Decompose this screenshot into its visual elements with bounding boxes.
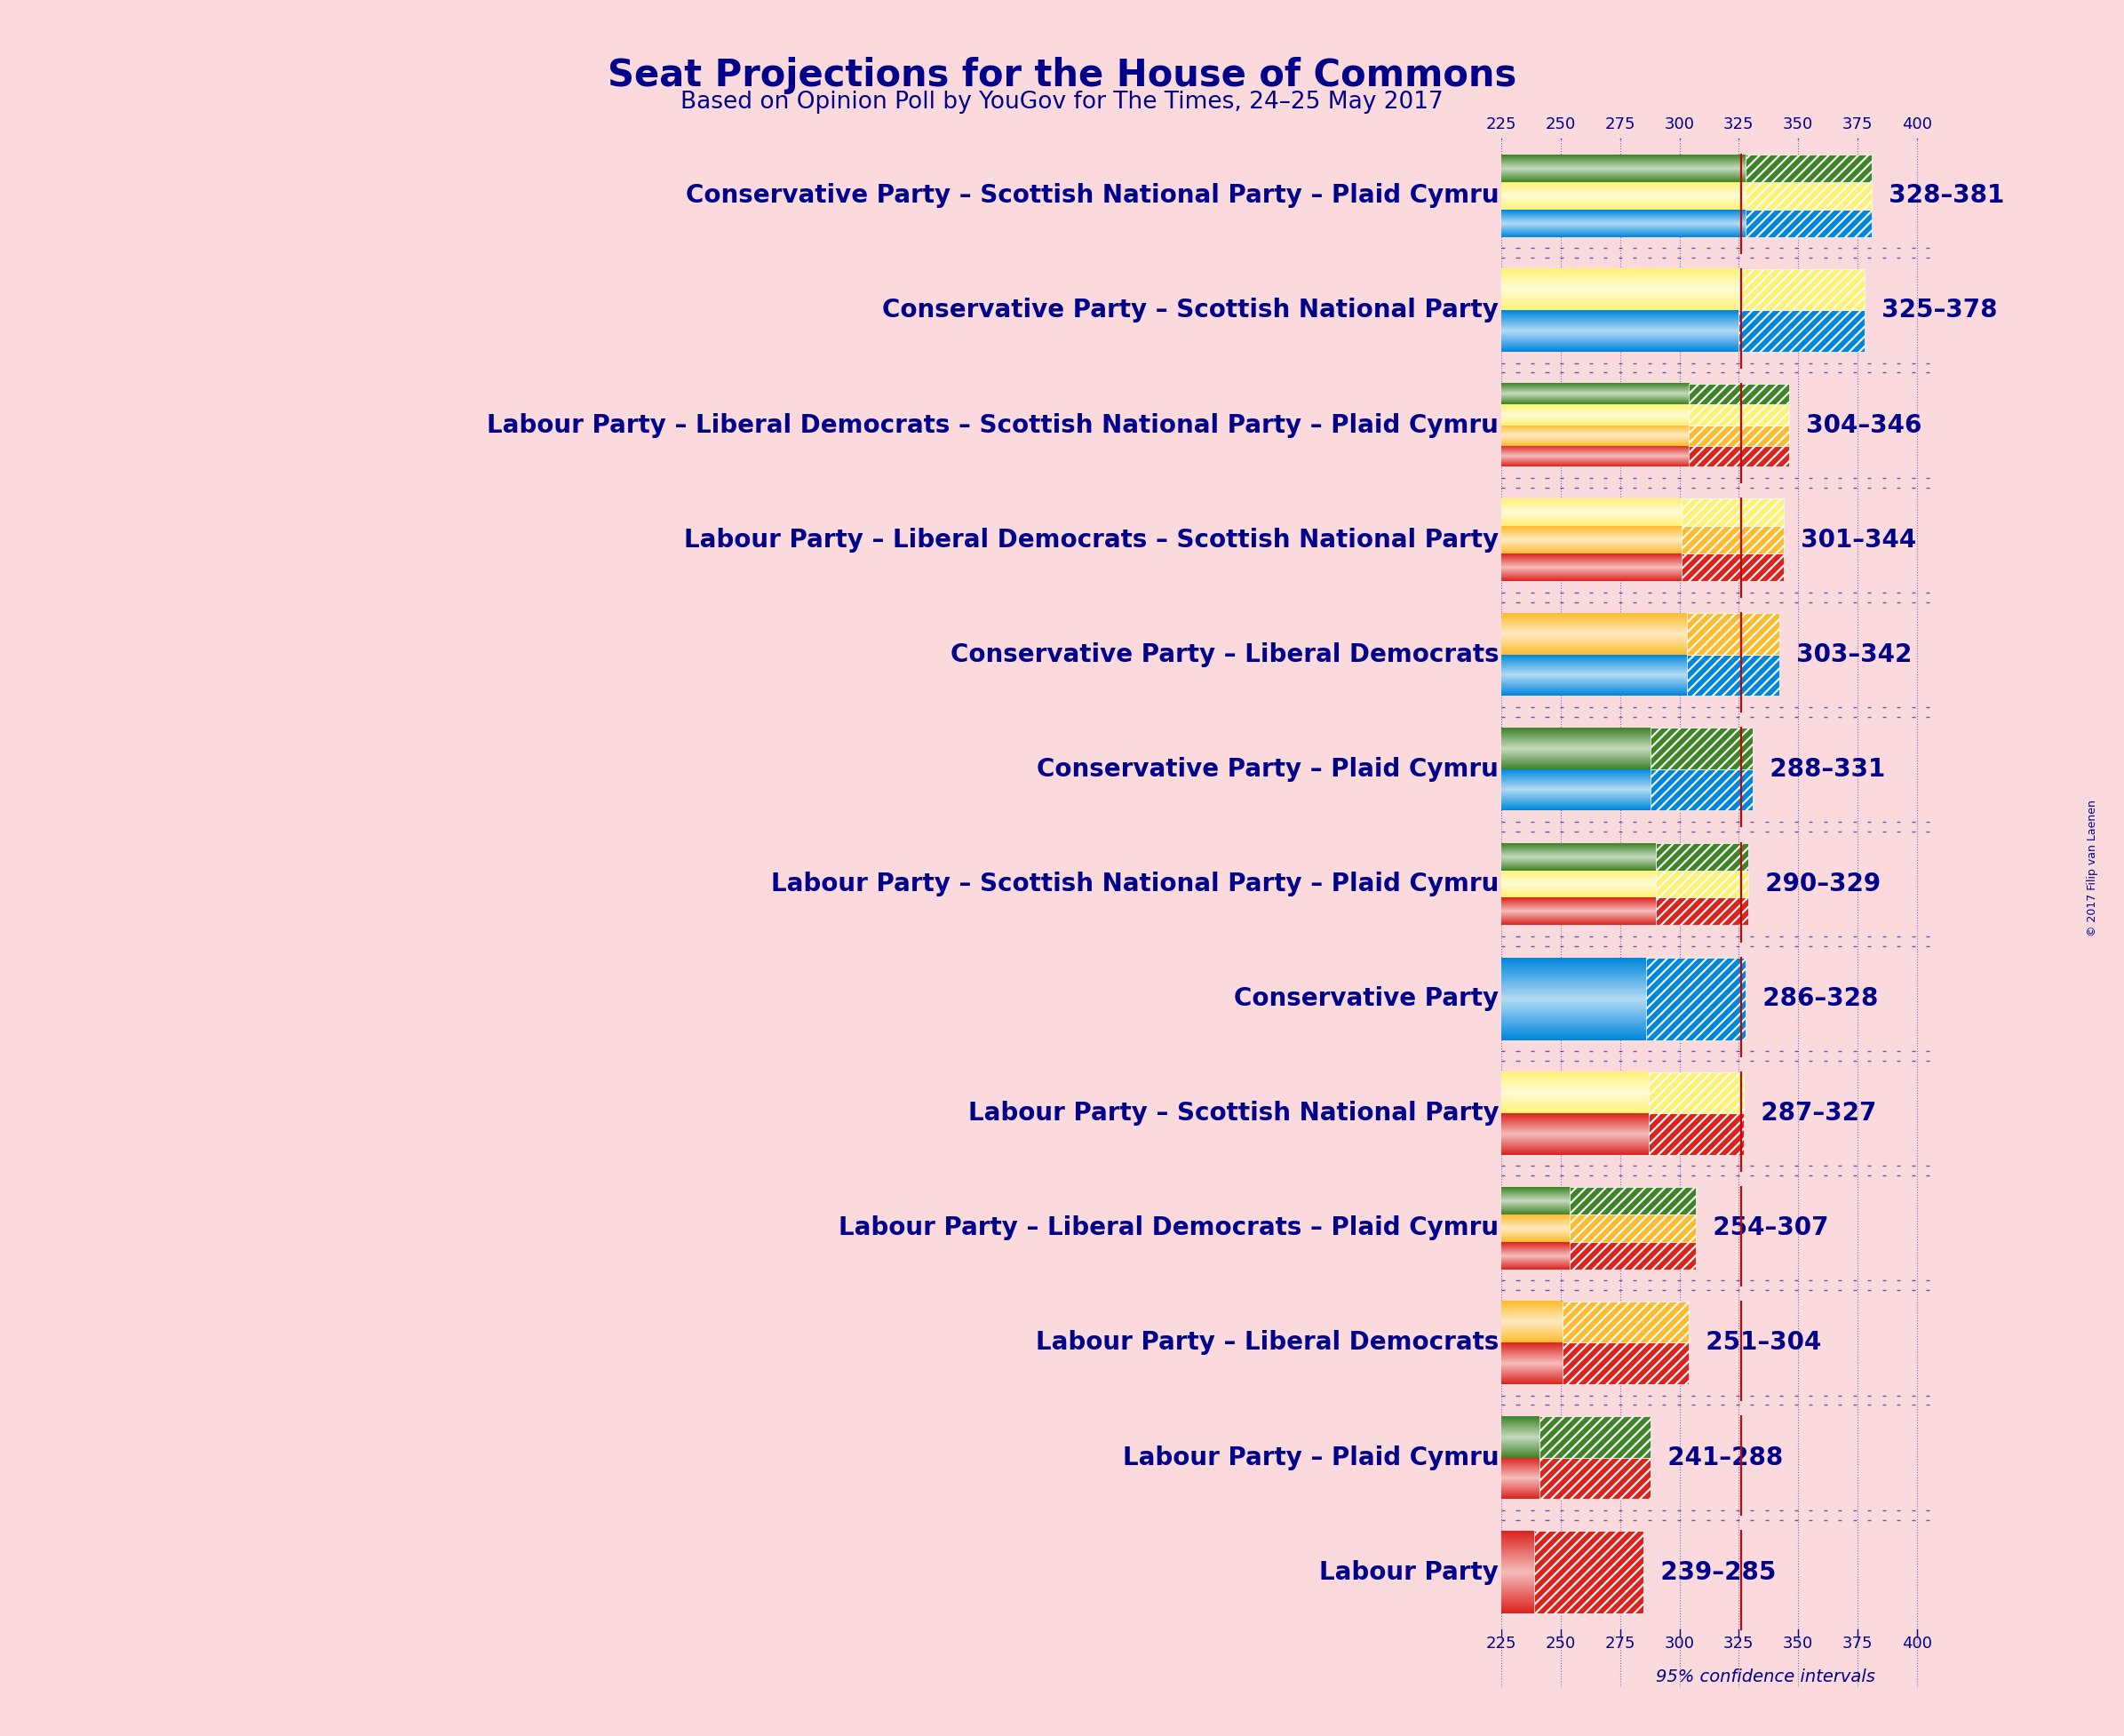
Bar <box>1746 182 1871 210</box>
Bar <box>1689 384 1788 404</box>
Text: 325–378: 325–378 <box>1865 299 1997 323</box>
Bar <box>1686 613 1780 654</box>
Text: 95% confidence intervals: 95% confidence intervals <box>1655 1668 1875 1686</box>
Text: 239–285: 239–285 <box>1644 1559 1776 1585</box>
Bar <box>1686 654 1780 696</box>
Bar <box>1502 1498 1699 1531</box>
Bar <box>1740 311 1865 352</box>
Bar <box>1570 1215 1697 1241</box>
Text: 350: 350 <box>1782 116 1814 132</box>
Text: 303–342: 303–342 <box>1780 642 1912 667</box>
Bar <box>1650 727 1752 769</box>
Text: 328–381: 328–381 <box>1871 184 2005 208</box>
Bar <box>1502 1154 1791 1187</box>
Text: 287–327: 287–327 <box>1744 1101 1875 1127</box>
Text: 375: 375 <box>1842 116 1873 132</box>
Text: 304–346: 304–346 <box>1788 413 1922 437</box>
Bar <box>1502 696 1827 727</box>
Bar <box>1682 554 1784 582</box>
Bar <box>1655 842 1748 870</box>
Text: 286–328: 286–328 <box>1746 986 1878 1010</box>
Bar <box>1502 1269 1744 1302</box>
Bar <box>1655 870 1748 898</box>
Text: Labour Party – Liberal Democrats – Scottish National Party – Plaid Cymru: Labour Party – Liberal Democrats – Scott… <box>486 413 1500 437</box>
Text: Labour Party – Liberal Democrats: Labour Party – Liberal Democrats <box>1037 1330 1500 1356</box>
Bar <box>1502 352 1912 384</box>
Bar <box>1655 898 1748 925</box>
Text: 375: 375 <box>1842 1635 1873 1651</box>
Text: 288–331: 288–331 <box>1752 757 1886 781</box>
Bar <box>1689 425 1788 446</box>
Text: 254–307: 254–307 <box>1697 1215 1829 1241</box>
Text: Labour Party – Plaid Cymru: Labour Party – Plaid Cymru <box>1121 1444 1500 1470</box>
Text: 225: 225 <box>1487 1635 1517 1651</box>
Text: Labour Party – Scottish National Party: Labour Party – Scottish National Party <box>969 1101 1500 1127</box>
Bar <box>1746 155 1871 182</box>
Text: Conservative Party – Plaid Cymru: Conservative Party – Plaid Cymru <box>1037 757 1500 781</box>
Text: Based on Opinion Poll by YouGov for The Times, 24–25 May 2017: Based on Opinion Poll by YouGov for The … <box>680 90 1444 113</box>
Bar <box>1540 1458 1650 1498</box>
Bar <box>1502 1040 1793 1073</box>
Text: 300: 300 <box>1665 1635 1695 1651</box>
Text: Conservative Party: Conservative Party <box>1234 986 1500 1010</box>
Bar <box>1534 1531 1644 1613</box>
Text: Seat Projections for the House of Commons: Seat Projections for the House of Common… <box>607 57 1517 94</box>
Text: Conservative Party – Liberal Democrats: Conservative Party – Liberal Democrats <box>949 642 1500 667</box>
Text: 225: 225 <box>1487 116 1517 132</box>
Text: 275: 275 <box>1604 1635 1635 1651</box>
Bar <box>1563 1344 1689 1384</box>
Bar <box>1746 210 1871 238</box>
Bar <box>1646 958 1746 1040</box>
Text: 250: 250 <box>1546 1635 1576 1651</box>
Bar <box>1682 526 1784 554</box>
Text: Labour Party – Liberal Democrats – Plaid Cymru: Labour Party – Liberal Democrats – Plaid… <box>839 1215 1500 1241</box>
Text: 350: 350 <box>1782 1635 1814 1651</box>
Bar <box>1502 811 1801 842</box>
Text: Labour Party: Labour Party <box>1319 1559 1500 1585</box>
Bar <box>1570 1241 1697 1269</box>
Text: 250: 250 <box>1546 116 1576 132</box>
Bar <box>1502 467 1837 498</box>
Text: 241–288: 241–288 <box>1650 1444 1784 1470</box>
Bar <box>1502 1384 1737 1417</box>
Bar <box>1502 925 1795 958</box>
Text: © 2017 Filip van Laenen: © 2017 Filip van Laenen <box>2086 800 2099 936</box>
Bar <box>1689 446 1788 467</box>
Text: Conservative Party – Scottish National Party: Conservative Party – Scottish National P… <box>881 299 1500 323</box>
Text: Labour Party – Scottish National Party – Plaid Cymru: Labour Party – Scottish National Party –… <box>771 871 1500 896</box>
Text: 400: 400 <box>1901 116 1933 132</box>
Text: 400: 400 <box>1901 1635 1933 1651</box>
Text: 290–329: 290–329 <box>1748 871 1880 896</box>
Bar <box>1740 269 1865 311</box>
Bar <box>1689 404 1788 425</box>
Text: 301–344: 301–344 <box>1784 528 1916 552</box>
Text: 325: 325 <box>1723 1635 1754 1651</box>
Bar <box>1648 1113 1744 1154</box>
Text: 251–304: 251–304 <box>1689 1330 1822 1356</box>
Text: 325: 325 <box>1723 116 1754 132</box>
Bar <box>1563 1302 1689 1344</box>
Bar <box>1502 238 1920 269</box>
Bar <box>1682 498 1784 526</box>
Text: 300: 300 <box>1665 116 1695 132</box>
Bar <box>1650 769 1752 811</box>
Text: Conservative Party – Scottish National Party – Plaid Cymru: Conservative Party – Scottish National P… <box>686 184 1500 208</box>
Text: Labour Party – Liberal Democrats – Scottish National Party: Labour Party – Liberal Democrats – Scott… <box>684 528 1500 552</box>
Bar <box>1502 582 1831 613</box>
Bar <box>1540 1417 1650 1458</box>
Text: 275: 275 <box>1604 116 1635 132</box>
Bar <box>1570 1187 1697 1215</box>
Bar <box>1648 1073 1744 1113</box>
